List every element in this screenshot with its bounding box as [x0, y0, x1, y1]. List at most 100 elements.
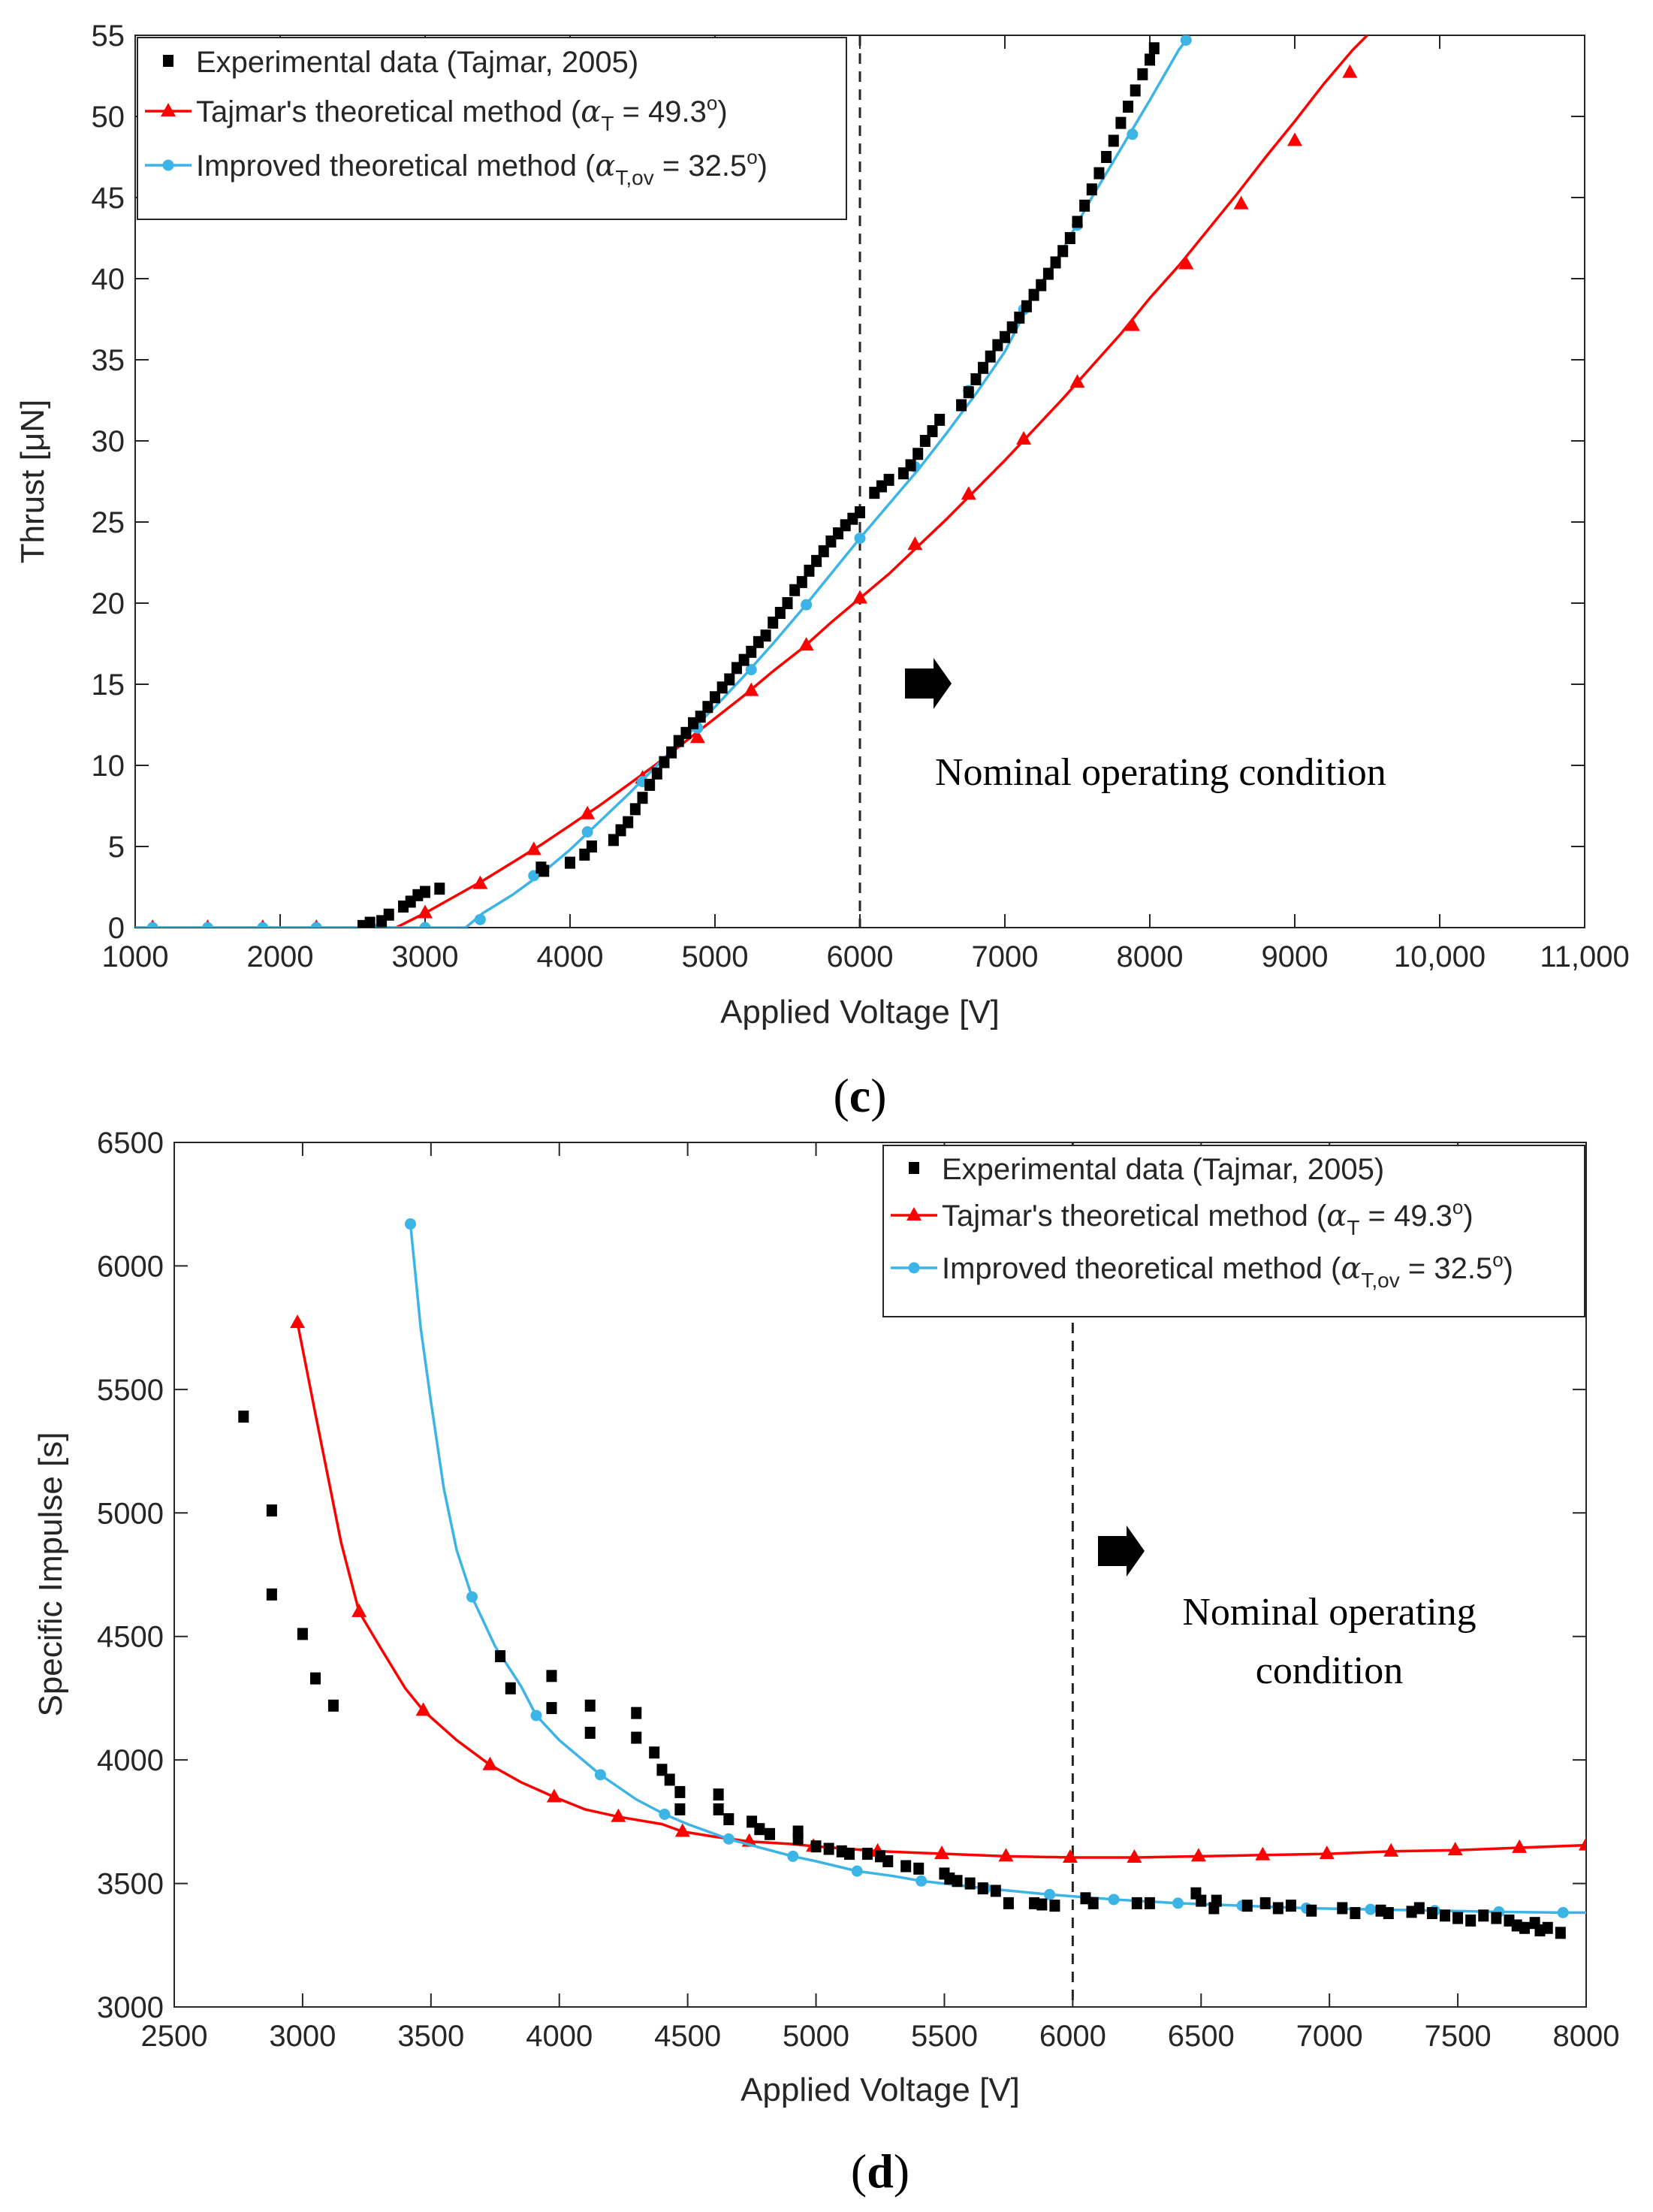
x-tick-label: 6500 — [1168, 2020, 1235, 2053]
square-marker — [584, 1699, 596, 1712]
arrow-right-icon — [1098, 1525, 1145, 1577]
square-marker — [1042, 267, 1054, 280]
panel-c-thrust-chart: 1000 2000 3000 4000 5000 6000 7000 8000 9000 10,0… — [14, 20, 1630, 1122]
square-marker — [934, 413, 946, 426]
square-marker — [546, 1702, 557, 1715]
legend-text-part: ) — [1504, 1252, 1513, 1285]
legend-tajmar-label: Tajmar's theoretical method (αT = 49.3o) — [196, 92, 728, 135]
x-tick-label: 1000 — [102, 940, 169, 973]
panel-c-y-axis-label: Thrust [μN] — [14, 400, 51, 564]
square-marker — [1306, 1904, 1317, 1917]
x-tick-label: 7000 — [1296, 2020, 1363, 2053]
triangle-marker — [415, 1702, 431, 1716]
square-marker — [327, 1699, 339, 1712]
triangle-marker — [611, 1808, 626, 1822]
circle-marker — [854, 533, 866, 545]
panel-d-annotation: Nominal operating condition — [1098, 1525, 1477, 1692]
square-marker — [1014, 311, 1025, 324]
square-marker — [623, 816, 634, 828]
x-tick-label: 2000 — [247, 940, 314, 973]
square-marker — [383, 908, 394, 921]
triangle-marker — [526, 841, 541, 856]
square-marker — [1478, 1909, 1489, 1922]
square-marker — [1211, 1894, 1222, 1907]
square-marker — [1064, 232, 1075, 244]
square-marker — [1259, 1897, 1271, 1909]
legend-triangle-marker — [906, 1207, 922, 1221]
circle-marker — [915, 1875, 928, 1887]
square-marker — [644, 778, 656, 791]
x-tick-label: 9000 — [1262, 940, 1329, 973]
x-tick-label: 6000 — [827, 940, 894, 973]
legend-tajmar-label: Tajmar's theoretical method (αT = 49.3o) — [942, 1196, 1474, 1239]
panel-d-legend: Experimental data (Tajmar, 2005) Tajmar's… — [882, 1145, 1585, 1317]
square-marker — [629, 803, 641, 816]
square-marker — [434, 883, 445, 895]
legend-text-part: o — [707, 92, 717, 114]
triangle-marker — [934, 1845, 950, 1860]
legend-text-part: Improved theoretical method ( — [942, 1252, 1341, 1285]
circle-marker — [146, 922, 158, 928]
legend-experimental-label: Experimental data (Tajmar, 2005) — [196, 46, 638, 79]
panel-c-x-axis-label: Applied Voltage [V] — [720, 994, 1000, 1031]
y-tick-label: 0 — [108, 912, 125, 945]
square-marker — [1145, 53, 1155, 66]
y-tick-label: 50 — [92, 101, 125, 134]
circle-marker — [202, 922, 213, 928]
circle-marker — [1044, 1888, 1056, 1900]
y-tick-label: 15 — [92, 668, 125, 702]
square-marker — [754, 1823, 765, 1836]
triangle-marker — [1383, 1842, 1399, 1857]
square-marker — [1452, 1912, 1464, 1924]
square-marker — [774, 606, 786, 619]
square-marker — [637, 792, 648, 804]
square-marker — [1413, 1902, 1425, 1915]
square-marker — [664, 1773, 675, 1786]
square-marker — [1383, 1907, 1394, 1920]
square-marker — [1021, 300, 1032, 312]
square-marker — [1072, 216, 1083, 228]
square-marker — [713, 1788, 724, 1801]
panel-c-ticks: 1000 2000 3000 4000 5000 6000 7000 8000 9000 10,0… — [92, 20, 1630, 973]
square-marker — [1101, 151, 1112, 163]
square-marker — [956, 399, 967, 412]
legend-text-part: T,ov — [1361, 1269, 1399, 1292]
series-square — [238, 1411, 1566, 1939]
triangle-marker — [1319, 1845, 1335, 1860]
series-triangle — [290, 1314, 1586, 1863]
square-marker — [1465, 1914, 1477, 1927]
legend-improved-label: Improved theoretical method (αT,ov = 32.… — [942, 1248, 1513, 1292]
square-marker — [1196, 1894, 1207, 1907]
square-marker — [656, 1764, 668, 1776]
y-tick-label: 40 — [92, 263, 125, 296]
square-marker — [905, 459, 916, 472]
square-marker — [861, 1848, 873, 1860]
legend-text-part: Tajmar's theoretical method ( — [196, 95, 581, 128]
square-marker — [495, 1650, 506, 1663]
triangle-marker — [418, 904, 433, 919]
x-tick-label: 10,000 — [1394, 940, 1486, 973]
square-marker — [1131, 1897, 1142, 1909]
triangle-marker — [1512, 1839, 1528, 1853]
square-marker — [927, 425, 938, 438]
square-marker — [608, 834, 619, 846]
triangle-marker — [674, 1823, 690, 1837]
panel-c-letter: c — [849, 1069, 870, 1122]
square-marker — [796, 575, 807, 588]
square-marker — [978, 361, 989, 374]
circle-marker — [1108, 1894, 1120, 1906]
annotation-text: Nominal operating — [1182, 1591, 1476, 1634]
x-tick-label: 4000 — [537, 940, 604, 973]
square-marker — [1093, 167, 1105, 180]
square-marker — [565, 856, 575, 869]
square-marker — [1036, 1898, 1048, 1911]
triangle-marker — [1190, 1848, 1206, 1862]
triangle-marker — [472, 875, 488, 889]
legend-box — [137, 37, 847, 220]
legend-text-part: T — [601, 112, 614, 135]
triangle-marker — [852, 590, 867, 604]
square-marker — [666, 746, 677, 759]
square-marker — [746, 645, 757, 658]
square-marker — [1426, 1907, 1437, 1920]
annotation-text: condition — [1256, 1649, 1403, 1692]
